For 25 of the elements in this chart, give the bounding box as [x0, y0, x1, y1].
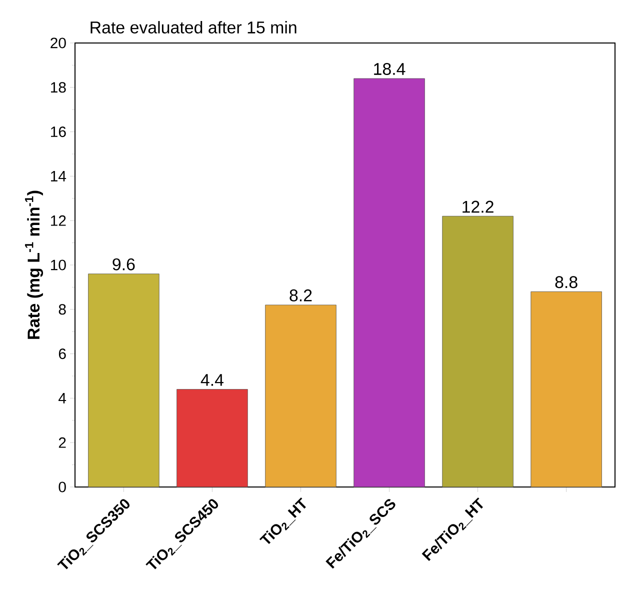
- bar: [176, 389, 248, 488]
- data-label: 8.8: [555, 276, 578, 288]
- y-tick-label: 18: [51, 82, 66, 93]
- y-tick-label: 20: [50, 38, 66, 48]
- data-label: 4.4: [200, 374, 224, 386]
- bar: [530, 291, 602, 488]
- y-tick-label: 4: [58, 393, 66, 404]
- data-label: 12.2: [462, 200, 494, 213]
- y-tick-label: 10: [51, 260, 66, 270]
- y-tick-label: 16: [51, 126, 66, 138]
- chart-title: Rate evaluated after 15 min: [90, 21, 296, 34]
- y-tick-label: 8: [58, 304, 66, 315]
- data-label: 9.6: [112, 258, 135, 270]
- bar: [265, 304, 336, 488]
- bar: [88, 274, 160, 488]
- y-axis-title: Rate (mg L$^{-1}$ min$^{-1}$): [25, 190, 44, 339]
- y-tick-label: 2: [58, 437, 66, 448]
- y-tick-label: 6: [58, 348, 66, 360]
- y-tick-label: 12: [51, 215, 66, 226]
- y-tick-label: 14: [51, 171, 66, 182]
- data-label: 18.4: [374, 62, 406, 75]
- data-label: 8.2: [290, 289, 312, 302]
- y-tick-label: 0: [58, 482, 66, 492]
- bar: [354, 78, 425, 488]
- bar: [442, 216, 514, 488]
